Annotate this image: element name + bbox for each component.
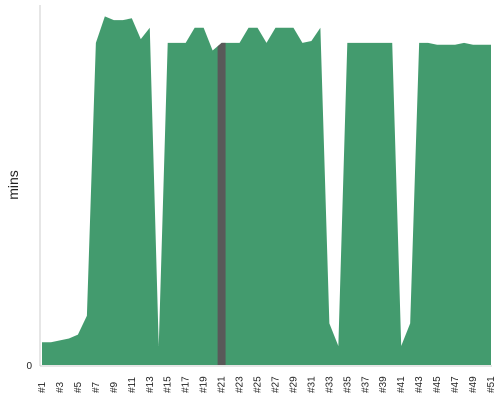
x-tick-label: #45 [432,376,443,393]
x-tick-label: #25 [253,376,264,393]
x-tick-label: #37 [360,376,371,393]
x-tick-label: #11 [127,377,138,393]
x-tick-label: #15 [163,376,174,393]
x-tick-label: #13 [145,376,156,393]
x-tick-label: #23 [235,376,246,393]
x-tick-label: #47 [450,376,461,393]
x-tick-label: #1 [37,381,48,393]
x-tick-label: #31 [306,376,317,393]
x-tick-label: #43 [414,376,425,393]
x-tick-label: #39 [378,376,389,393]
x-tick-label: #35 [342,376,353,393]
x-tick-labels: #1 #3 #5 #7 #9 #11 #13 #15 #17 #19 #21 #23 #25 #27 #29… [37,376,497,393]
x-tick-label: #33 [324,376,335,393]
x-tick-label: #17 [181,376,192,393]
x-tick-label: #51 [486,376,497,393]
x-tick-label: #21 [217,376,228,393]
x-tick-label: #19 [199,376,210,393]
x-tick-label: #29 [288,376,299,393]
plot-area [42,16,491,366]
x-tick-label: #27 [270,376,281,393]
axes [39,5,492,367]
x-tick-label: #3 [55,381,66,393]
x-tick-label: #5 [73,381,84,393]
x-tick-label: #41 [396,376,407,393]
y-tick-label: 0 [26,361,32,372]
y-tick-labels: 0 [26,361,32,372]
x-tick-label: #9 [109,381,120,393]
x-tick-label: #7 [91,381,102,393]
y-axis-label: mins [5,170,21,200]
highlight-band[interactable] [217,42,226,365]
x-tick-label: #49 [468,376,479,393]
area-series [42,16,491,366]
